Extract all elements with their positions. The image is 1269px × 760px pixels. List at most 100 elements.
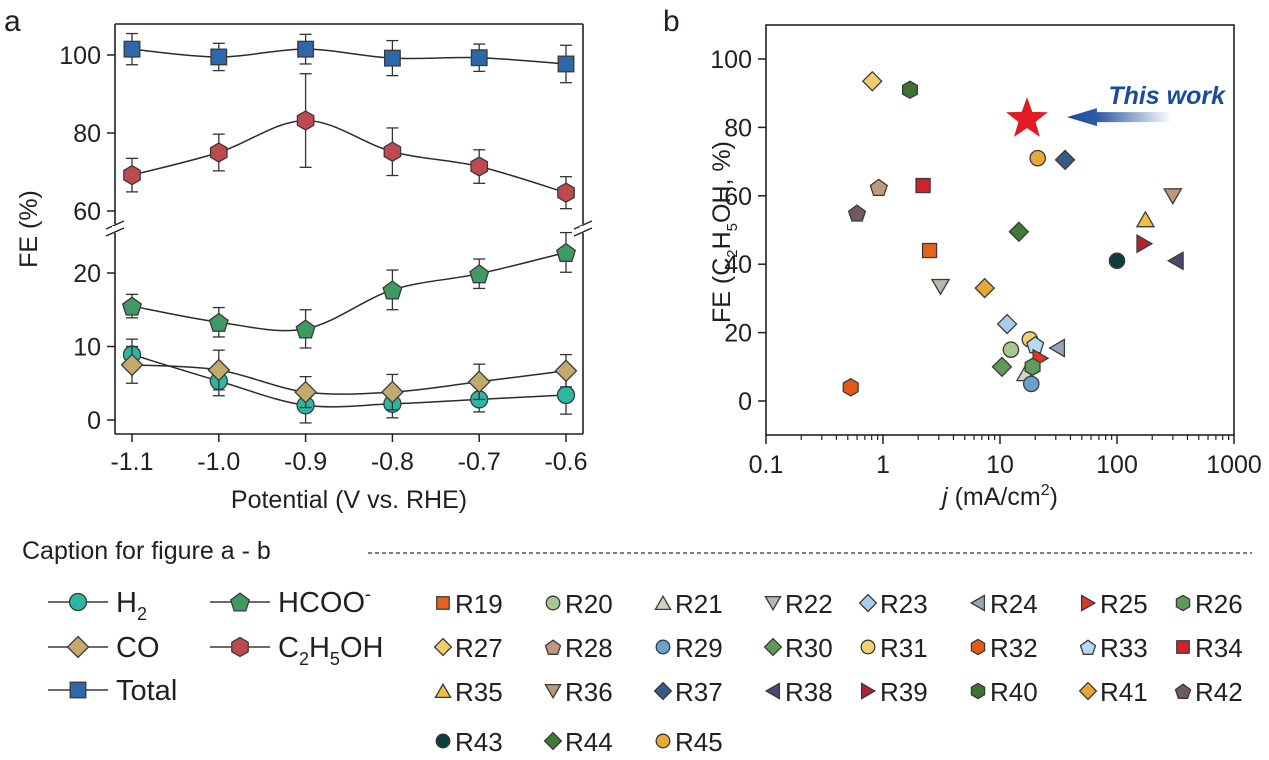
legend-label: R19 xyxy=(455,589,503,619)
legend-item-R35: R35 xyxy=(434,677,503,707)
scatter-point-R32 xyxy=(842,378,859,397)
legend-label: R38 xyxy=(785,677,833,707)
axis-break-mark-right xyxy=(573,227,593,237)
legend-item-R21: R21 xyxy=(654,589,723,619)
legend-marker-square-icon xyxy=(69,681,87,699)
legend-item-HCOO: HCOO- xyxy=(210,584,371,619)
legend-label-sub: 2 xyxy=(137,604,147,624)
scatter-point-R44 xyxy=(1008,221,1030,243)
legend-panel-a: H2 HCOO- CO C2H5OH Total xyxy=(48,584,383,707)
legend-item-Total: Total xyxy=(48,675,177,707)
legend-item-R34: R34 xyxy=(1176,633,1243,663)
legend-label-sup: - xyxy=(365,584,371,604)
scatter-point-R39 xyxy=(1136,233,1154,254)
data-point-HCOO xyxy=(555,242,577,262)
panel-a-series xyxy=(120,32,578,424)
legend-marker-pentagon-icon xyxy=(229,592,251,612)
data-point-Total xyxy=(297,40,315,58)
axis-break-gap xyxy=(580,226,586,230)
legend-label: C2H5OH xyxy=(278,632,383,669)
legend-item-R39: R39 xyxy=(860,677,928,707)
legend-label: R29 xyxy=(675,633,723,663)
panel-b-xtick-label: 1000 xyxy=(1206,451,1262,479)
scatter-point-R42 xyxy=(847,204,867,222)
panel-a-xtick-label: -0.9 xyxy=(284,448,327,476)
legend-marker-circle-icon xyxy=(655,733,671,749)
legend-label: R45 xyxy=(675,727,723,757)
series-HCOO xyxy=(121,231,577,349)
series-Total xyxy=(123,32,575,84)
panel-b-xtick-label: 1 xyxy=(876,451,890,479)
panel-b-ytick-label: 80 xyxy=(724,114,752,142)
legend-marker-hexagon-icon xyxy=(970,638,986,656)
panel-a-chart: 0 10 20 60 80 100 -1.1 -1.0 -0.9 -0.8 -0.7 -0.6 Pot… xyxy=(15,23,593,514)
data-point-HCOO xyxy=(469,264,490,284)
scatter-point-R34 xyxy=(915,177,931,194)
scatter-point-R26 xyxy=(1024,357,1041,377)
legend-item-CO: CO xyxy=(48,632,160,664)
panel-b-ytick-label: 100 xyxy=(710,46,752,74)
legend-item-R29: R29 xyxy=(655,633,723,663)
series-line-C2H5OH xyxy=(131,119,567,194)
panel-a-ytick-label: 10 xyxy=(73,334,101,362)
legend-label: R31 xyxy=(880,633,928,663)
axis-break-mark-left xyxy=(105,227,125,237)
legend-item-R45: R45 xyxy=(655,727,723,757)
panel-a-ytick-label: 0 xyxy=(87,407,101,435)
legend-label: H2 xyxy=(116,587,147,624)
data-point-Total xyxy=(383,49,401,67)
legend-label: R25 xyxy=(1100,589,1148,619)
data-point-C2H5OH xyxy=(557,182,575,203)
data-point-C2H5OH xyxy=(383,141,402,162)
legend-marker-triangle-up-icon xyxy=(654,594,672,611)
legend-item-R27: R27 xyxy=(433,633,503,663)
legend-marker-square-icon xyxy=(1176,640,1190,654)
data-point-Total xyxy=(123,40,141,58)
data-point-Total xyxy=(470,49,488,67)
scatter-point-R36 xyxy=(1163,188,1183,205)
panel-b-points xyxy=(842,70,1184,397)
xlabel-end: ) xyxy=(1050,483,1058,511)
legend-label: CO xyxy=(116,632,160,664)
data-point-HCOO xyxy=(208,312,229,332)
legend-item-R38: R38 xyxy=(764,677,833,707)
xlabel-sup: 2 xyxy=(1041,482,1050,499)
data-point-CO xyxy=(554,359,578,383)
legend-marker-diamond-icon xyxy=(66,635,90,659)
legend-label: Total xyxy=(116,675,177,707)
legend-label-main: HCOO xyxy=(278,587,365,619)
axis-break-gap xyxy=(112,226,118,230)
legend-label: R20 xyxy=(565,589,613,619)
this-work-annotation: This work xyxy=(1006,82,1226,137)
panel-a-xtick-label: -1.0 xyxy=(197,448,240,476)
legend-item-R33: R33 xyxy=(1079,633,1148,663)
legend-label-main: CO xyxy=(116,632,160,664)
series-CO xyxy=(120,345,578,411)
legend-label: R34 xyxy=(1195,633,1243,663)
legend-marker-triangle-left-icon xyxy=(764,682,781,700)
legend-item-R31: R31 xyxy=(860,633,928,663)
legend-item-R23: R23 xyxy=(858,589,928,619)
scatter-point-R45 xyxy=(1029,149,1046,167)
scatter-point-R38 xyxy=(1166,251,1184,271)
legend-marker-circle-icon xyxy=(860,639,876,655)
legend-label: R36 xyxy=(565,677,613,707)
legend-label: R37 xyxy=(675,677,723,707)
scatter-point-R43 xyxy=(1108,252,1126,270)
panel-b-ytick-label: 60 xyxy=(724,183,752,211)
scatter-point-R22 xyxy=(930,278,951,296)
panel-a-xtick-label: -0.8 xyxy=(371,448,414,476)
legend-item-R26: R26 xyxy=(1175,589,1243,619)
legend-marker-circle-icon xyxy=(655,639,671,655)
legend-label: R42 xyxy=(1195,677,1243,707)
data-point-Total xyxy=(210,48,228,66)
legend-marker-hexagon-icon xyxy=(1175,594,1191,612)
legend-marker-hexagon-icon xyxy=(231,636,249,658)
panel-b-xtick-label: 100 xyxy=(1096,451,1138,479)
data-point-C2H5OH xyxy=(209,142,228,163)
data-point-CO xyxy=(120,353,144,377)
legend-label: R28 xyxy=(565,633,613,663)
panel-label-a: a xyxy=(4,5,21,38)
legend-marker-triangle-right-icon xyxy=(860,682,877,700)
legend-label: R41 xyxy=(1100,677,1148,707)
